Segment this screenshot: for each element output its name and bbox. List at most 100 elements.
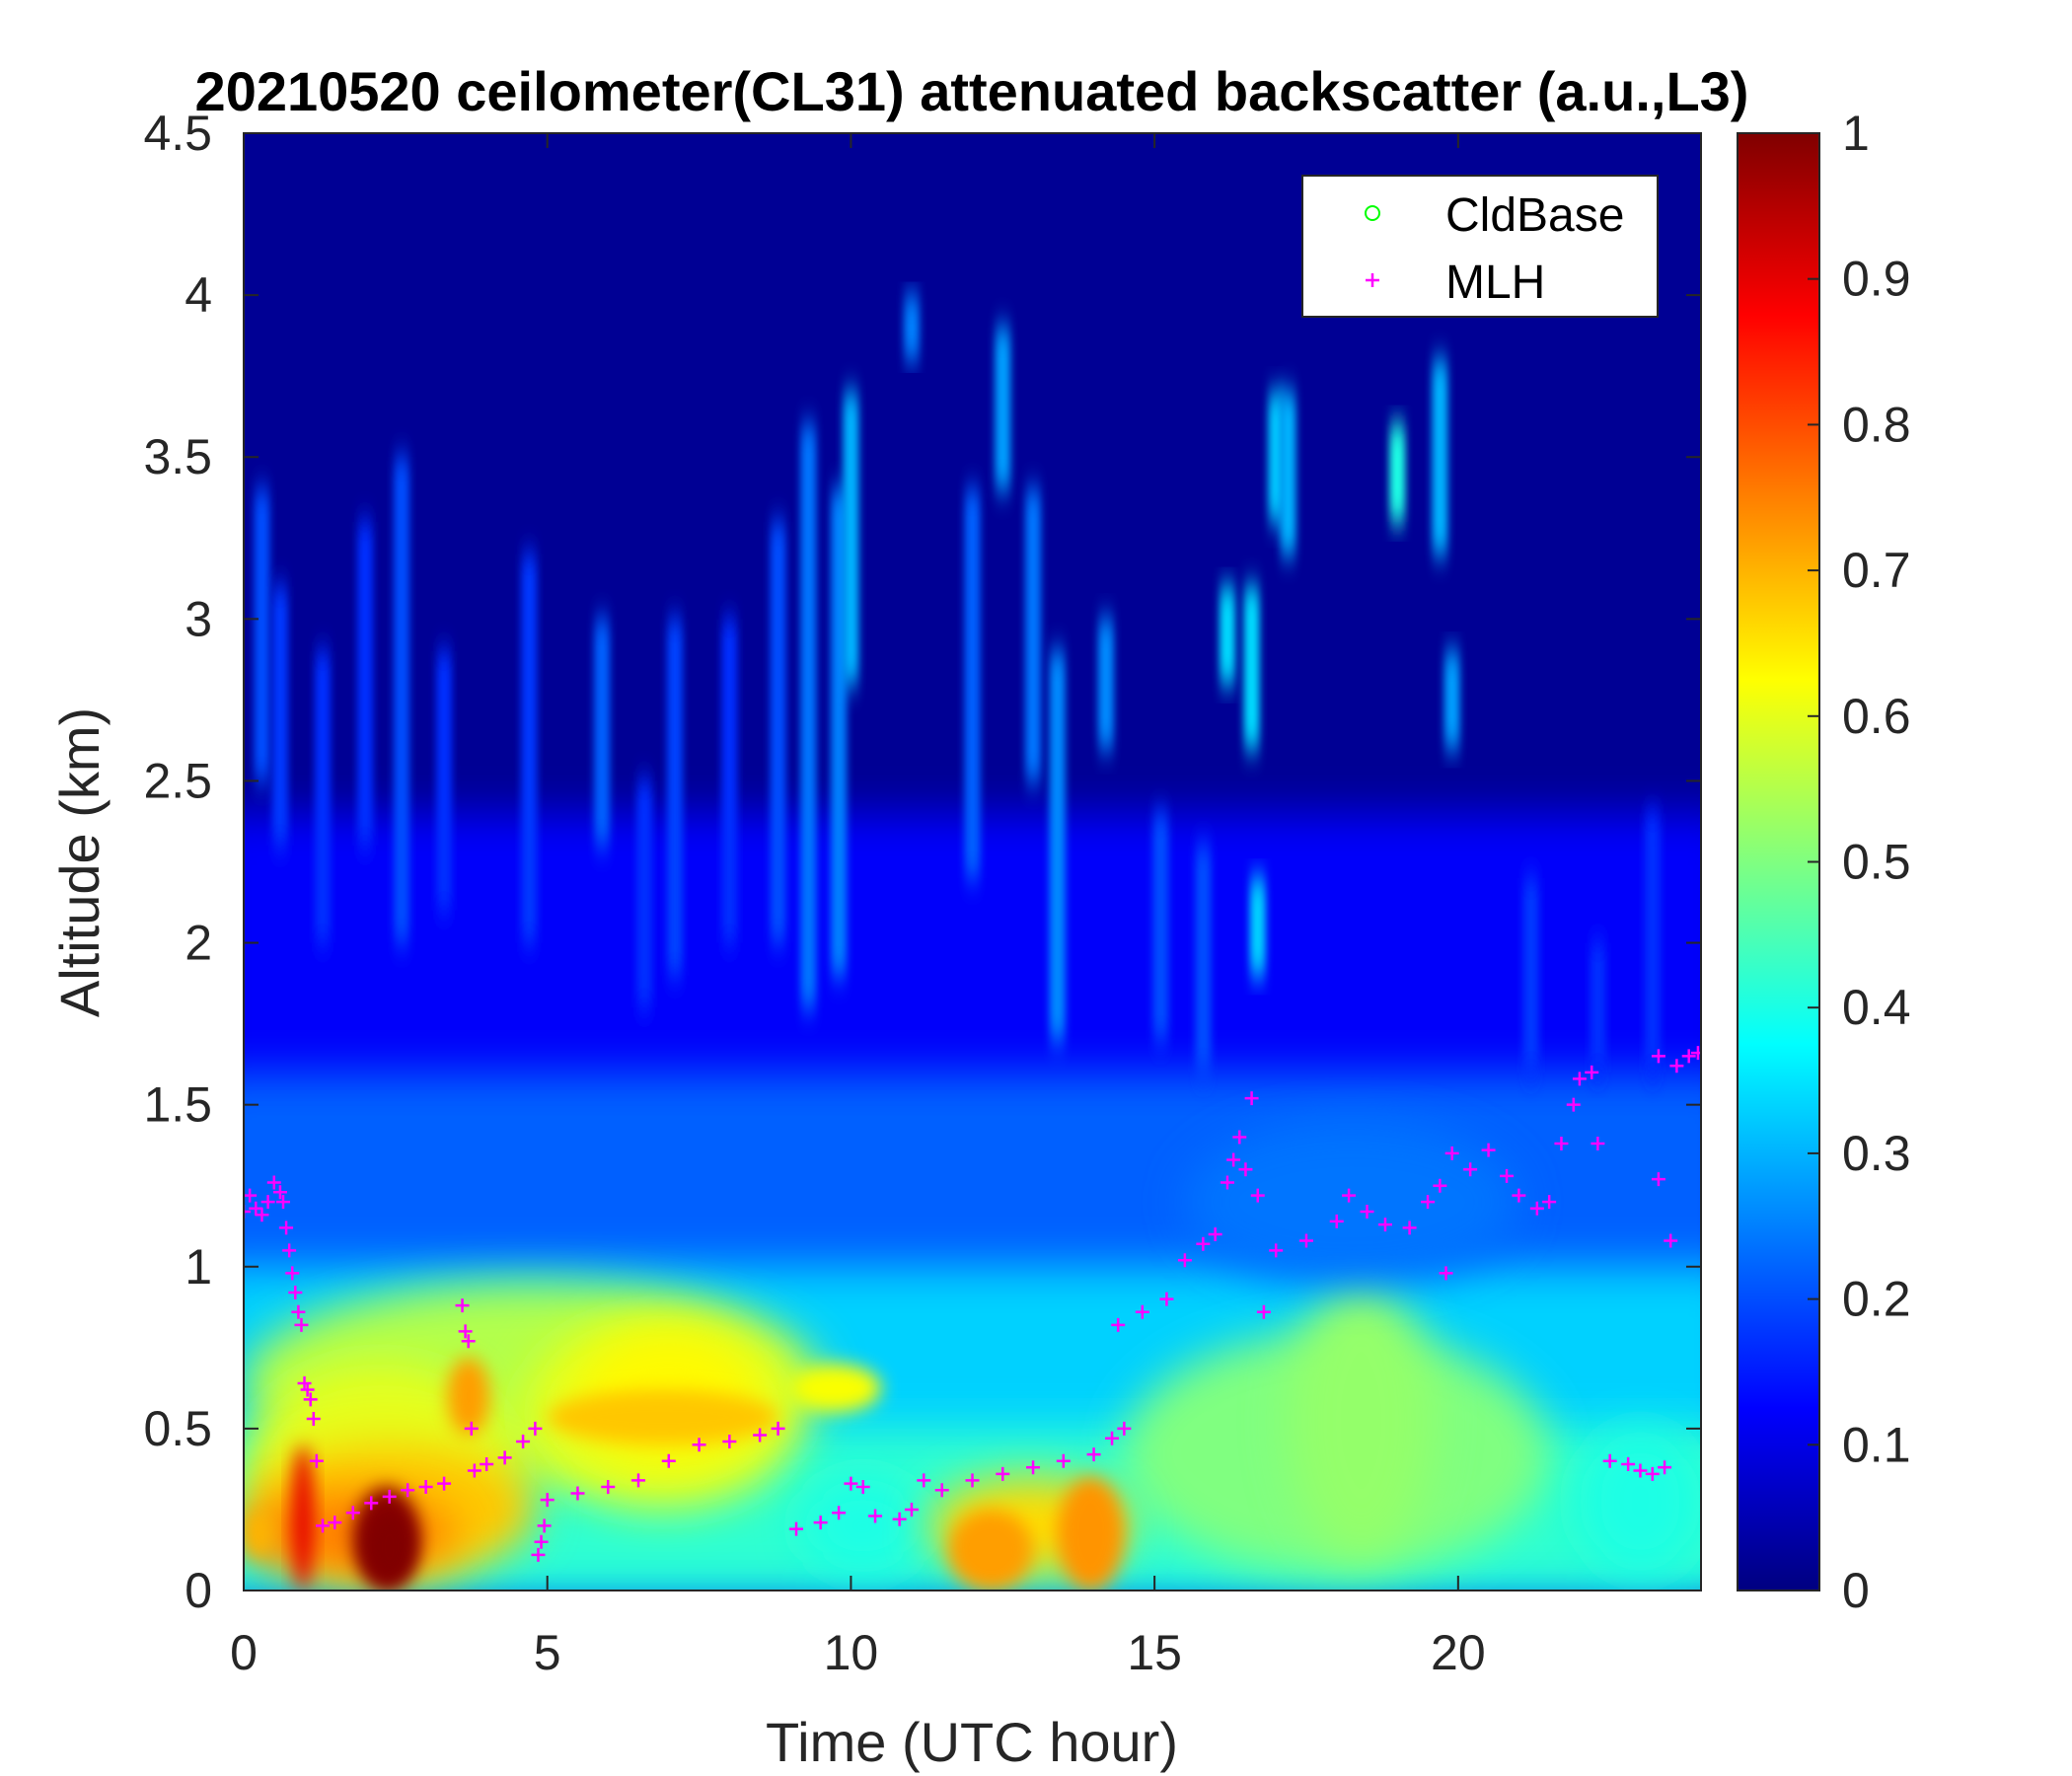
mlh-marker bbox=[996, 1466, 1010, 1481]
mlh-marker bbox=[771, 1421, 785, 1436]
mlh-marker bbox=[537, 1518, 552, 1533]
colorbar-tick-label: 0.4 bbox=[1842, 980, 1911, 1035]
chart-title: 20210520 ceilometer(CL31) attenuated bac… bbox=[195, 60, 1749, 122]
y-tick-label: 0.5 bbox=[143, 1401, 212, 1456]
mlh-marker bbox=[1196, 1236, 1211, 1251]
mlh-marker bbox=[266, 1175, 281, 1190]
mlh-marker bbox=[1651, 1049, 1665, 1064]
y-tick-label: 2 bbox=[185, 916, 212, 971]
mlh-marker bbox=[516, 1435, 531, 1449]
mlh-marker bbox=[692, 1438, 706, 1452]
mlh-marker bbox=[306, 1412, 321, 1427]
mlh-marker bbox=[1056, 1453, 1071, 1468]
x-tick-label: 0 bbox=[230, 1625, 258, 1680]
mlh-marker bbox=[722, 1435, 737, 1449]
mlh-marker bbox=[528, 1421, 543, 1436]
mlh-marker bbox=[1529, 1201, 1544, 1216]
mlh-marker bbox=[309, 1453, 324, 1468]
mlh-marker bbox=[461, 1334, 476, 1349]
mlh-marker bbox=[1159, 1292, 1174, 1306]
mlh-marker bbox=[855, 1479, 870, 1494]
mlh-marker bbox=[244, 1204, 251, 1219]
mlh-marker bbox=[1621, 1456, 1636, 1471]
mlh-marker bbox=[285, 1266, 300, 1281]
mlh-marker bbox=[540, 1493, 555, 1508]
mlh-marker bbox=[1433, 1178, 1447, 1193]
mlh-marker bbox=[917, 1473, 931, 1488]
y-tick-label: 1 bbox=[185, 1239, 212, 1295]
mlh-marker bbox=[1681, 1049, 1696, 1064]
backscatter-heatmap bbox=[244, 133, 1701, 1591]
mlh-marker bbox=[1651, 1172, 1665, 1187]
mlh-marker bbox=[1086, 1447, 1101, 1462]
mlh-marker bbox=[272, 1185, 287, 1200]
mlh-marker bbox=[480, 1456, 494, 1471]
mlh-marker bbox=[1554, 1137, 1569, 1151]
legend-cldbase-marker bbox=[1365, 205, 1380, 221]
mlh-marker bbox=[297, 1375, 312, 1390]
mlh-marker bbox=[892, 1512, 907, 1526]
mlh-marker bbox=[276, 1195, 291, 1210]
mlh-marker bbox=[1566, 1097, 1581, 1112]
mlh-marker bbox=[1250, 1188, 1265, 1203]
colorbar-gradient bbox=[1737, 132, 1820, 1591]
plot-axes: 0 5 10 15 20 0 0.5 1 1.5 2 2.5 3 3.5 4 4.5 bbox=[143, 106, 1702, 1680]
mlh-marker bbox=[1298, 1233, 1313, 1248]
mlh-marker bbox=[868, 1509, 883, 1523]
mlh-marker bbox=[1633, 1463, 1648, 1478]
colorbar-tick-label: 0.3 bbox=[1842, 1126, 1911, 1181]
mlh-marker bbox=[661, 1453, 676, 1468]
mlh-marker bbox=[934, 1483, 949, 1498]
mlh-marker bbox=[531, 1547, 546, 1562]
mlh-marker bbox=[1220, 1175, 1234, 1190]
y-tick-label: 1.5 bbox=[143, 1077, 212, 1133]
mlh-marker bbox=[467, 1463, 481, 1478]
mlh-marker bbox=[1026, 1460, 1041, 1475]
mlh-marker bbox=[1402, 1221, 1417, 1235]
mlh-marker bbox=[1572, 1072, 1587, 1086]
legend-mlh-label: MLH bbox=[1445, 257, 1545, 309]
mlh-marker bbox=[497, 1450, 512, 1465]
mlh-marker bbox=[1269, 1243, 1284, 1258]
mlh-marker bbox=[382, 1489, 397, 1504]
mlh-marker bbox=[303, 1392, 318, 1407]
plot-frame bbox=[243, 132, 1702, 1591]
mlh-marker bbox=[1463, 1162, 1478, 1177]
mlh-marker bbox=[1500, 1168, 1515, 1183]
colorbar-tick-label: 0.6 bbox=[1842, 689, 1911, 744]
mlh-marker bbox=[244, 1188, 258, 1203]
mlh-marker bbox=[1591, 1137, 1605, 1151]
y-tick-label: 0 bbox=[185, 1563, 212, 1618]
mlh-marker bbox=[291, 1304, 306, 1319]
mlh-marker bbox=[570, 1486, 585, 1501]
legend: CldBase MLH bbox=[1301, 175, 1659, 318]
x-tick-label: 10 bbox=[824, 1625, 879, 1680]
mlh-marker bbox=[789, 1521, 804, 1536]
mlh-marker bbox=[844, 1476, 858, 1491]
mlh-marker bbox=[832, 1506, 847, 1520]
mlh-marker bbox=[1658, 1460, 1672, 1475]
mlh-marker bbox=[1585, 1065, 1599, 1079]
mlh-marker bbox=[418, 1479, 433, 1494]
colorbar-tick-label: 0.5 bbox=[1842, 835, 1911, 890]
mlh-marker bbox=[965, 1473, 980, 1488]
mlh-marker bbox=[300, 1382, 315, 1397]
mlh-marker bbox=[1238, 1162, 1253, 1177]
mlh-marker bbox=[260, 1195, 275, 1210]
mlh-marker bbox=[1105, 1431, 1120, 1445]
colorbar-tick-label: 0.2 bbox=[1842, 1272, 1911, 1327]
y-tick-label: 3 bbox=[185, 591, 212, 646]
colorbar-tick-label: 1 bbox=[1842, 106, 1870, 161]
mlh-marker bbox=[328, 1516, 342, 1530]
mlh-marker bbox=[753, 1428, 768, 1443]
legend-cldbase-label: CldBase bbox=[1445, 189, 1624, 242]
mlh-marker bbox=[1439, 1266, 1453, 1281]
colorbar-tick-label: 0.9 bbox=[1842, 252, 1911, 307]
mlh-marker bbox=[288, 1286, 303, 1300]
mlh-marker bbox=[1177, 1253, 1192, 1268]
mlh-marker bbox=[1232, 1130, 1247, 1145]
mlh-marker bbox=[1664, 1233, 1678, 1248]
mlh-marker bbox=[279, 1221, 294, 1235]
y-tick-label: 4.5 bbox=[143, 106, 212, 161]
